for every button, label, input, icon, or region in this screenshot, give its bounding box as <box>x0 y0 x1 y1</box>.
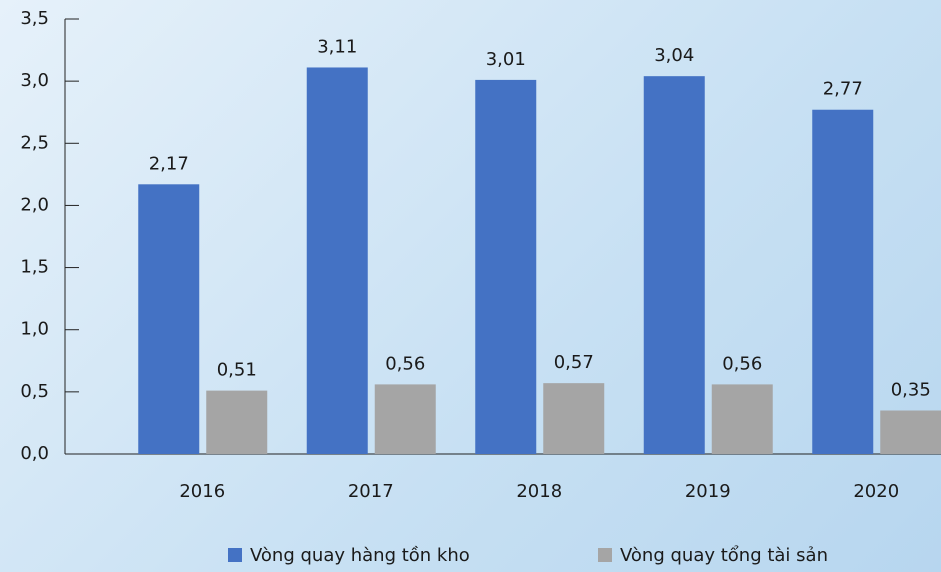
y-tick-label: 3,5 <box>20 8 49 29</box>
bar <box>643 76 705 455</box>
value-label: 0,56 <box>385 353 425 374</box>
y-tick-label: 0,0 <box>20 443 49 464</box>
y-tick-label: 0,5 <box>20 381 49 402</box>
bar <box>812 109 874 454</box>
legend-swatch <box>598 548 612 562</box>
bar <box>306 67 368 454</box>
bar <box>711 384 773 454</box>
y-tick-label: 2,5 <box>20 132 49 153</box>
x-tick-label: 2020 <box>853 481 899 502</box>
x-tick-label: 2019 <box>685 481 731 502</box>
bar <box>206 390 268 454</box>
x-tick-label: 2017 <box>348 481 394 502</box>
legend-swatch <box>228 548 242 562</box>
y-tick-label: 1,5 <box>20 257 49 278</box>
y-tick-label: 2,0 <box>20 194 49 215</box>
x-tick-label: 2016 <box>179 481 225 502</box>
bar <box>543 383 605 454</box>
value-label: 0,56 <box>722 353 762 374</box>
value-label: 3,01 <box>486 49 526 70</box>
value-label: 2,17 <box>149 153 189 174</box>
bar <box>475 79 537 455</box>
value-label: 3,04 <box>654 45 694 66</box>
bar <box>880 410 941 454</box>
bar <box>374 384 436 454</box>
y-tick-label: 1,0 <box>20 319 49 340</box>
value-label: 3,11 <box>317 36 357 57</box>
x-tick-label: 2018 <box>516 481 562 502</box>
value-label: 2,77 <box>823 79 863 100</box>
value-label: 0,35 <box>891 380 931 401</box>
legend-label: Vòng quay tổng tài sản <box>620 545 828 566</box>
value-label: 0,57 <box>554 352 594 373</box>
value-label: 0,51 <box>217 360 257 381</box>
bar <box>138 184 200 455</box>
legend-label: Vòng quay hàng tồn kho <box>250 545 470 566</box>
y-tick-label: 3,0 <box>20 70 49 91</box>
